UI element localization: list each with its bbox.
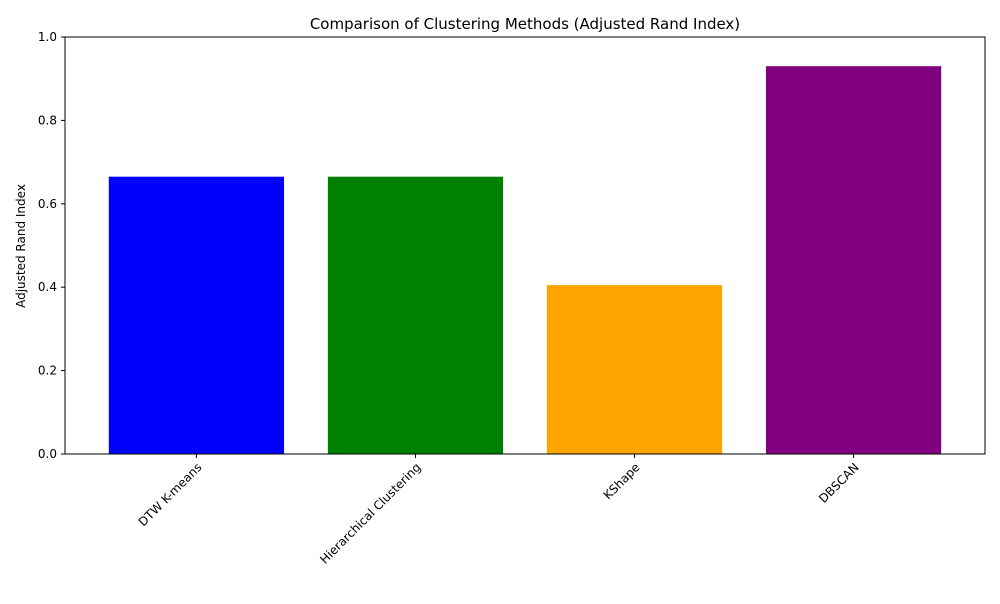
y-ticks: 0.0 0.2 0.4 0.6 0.8 1.0 xyxy=(38,30,65,461)
x-ticks: DTW K-means Hierarchical Clustering KShape… xyxy=(136,454,862,567)
y-tick-label: 0.6 xyxy=(38,197,57,211)
bar-dbscan xyxy=(765,66,942,454)
chart-title: Comparison of Clustering Methods (Adjust… xyxy=(310,15,740,33)
x-tick-label: DTW K-means xyxy=(136,460,205,529)
y-tick-label: 0.2 xyxy=(38,364,57,378)
x-tick-label: KShape xyxy=(601,460,643,502)
y-tick-label: 1.0 xyxy=(38,30,57,44)
bar-hierarchical-clustering xyxy=(327,176,504,454)
bar-kshape xyxy=(546,285,723,454)
bars-layer xyxy=(108,66,942,454)
x-tick-label: Hierarchical Clustering xyxy=(317,460,423,566)
y-tick-label: 0.0 xyxy=(38,447,57,461)
y-tick-label: 0.4 xyxy=(38,280,57,294)
plot-frame xyxy=(64,36,986,455)
bar-dtw-k-means xyxy=(108,176,285,454)
y-axis-label: Adjusted Rand Index xyxy=(14,184,28,308)
y-tick-label: 0.8 xyxy=(38,113,57,127)
x-tick-label: DBSCAN xyxy=(816,460,862,506)
